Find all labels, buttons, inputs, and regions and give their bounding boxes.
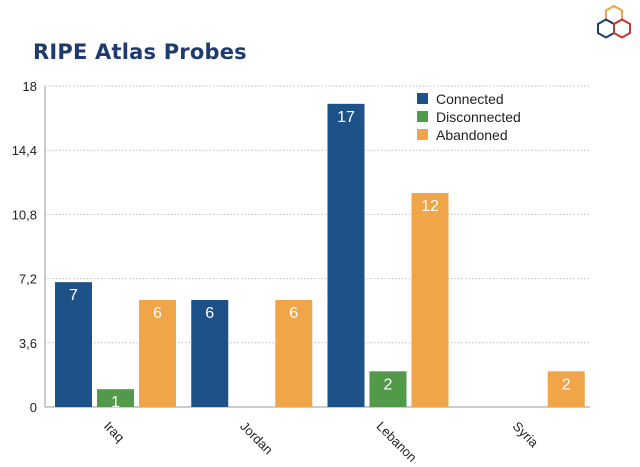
y-tick-label: 18 bbox=[23, 79, 37, 94]
bar-connected-lebanon bbox=[327, 103, 365, 407]
data-label: 12 bbox=[421, 198, 439, 215]
legend-label: Connected bbox=[436, 91, 504, 107]
data-label: 0 bbox=[520, 391, 529, 408]
data-label: 6 bbox=[289, 305, 298, 322]
bar-abandoned-jordan bbox=[275, 300, 313, 407]
data-label: 7 bbox=[69, 287, 78, 304]
data-label: 2 bbox=[562, 376, 571, 393]
y-tick-label: 10,8 bbox=[12, 207, 37, 222]
bar-connected-jordan bbox=[191, 300, 229, 407]
bar-disconnected-iraq bbox=[97, 389, 134, 407]
x-category-label: Syria bbox=[510, 419, 542, 451]
data-label: 6 bbox=[153, 305, 162, 322]
y-axis-ticks: 0 3,6 7,2 10,8 14,4 18 bbox=[12, 79, 37, 415]
y-tick-label: 3,6 bbox=[19, 336, 37, 351]
data-label: 0 bbox=[478, 391, 487, 408]
y-tick-label: 7,2 bbox=[19, 272, 37, 287]
y-tick-label: 0 bbox=[30, 400, 37, 415]
ripe-ncc-logo bbox=[597, 4, 631, 39]
data-label: 0 bbox=[247, 391, 256, 408]
x-axis-categories: Iraq Jordan Lebanon Syria bbox=[101, 419, 542, 465]
bar-abandoned-lebanon bbox=[411, 193, 449, 407]
x-category-label: Jordan bbox=[237, 419, 276, 458]
legend-swatch bbox=[417, 111, 428, 122]
x-category-label: Iraq bbox=[101, 419, 127, 445]
bar-abandoned-iraq bbox=[139, 300, 176, 407]
legend-label: Disconnected bbox=[436, 109, 521, 125]
data-label: 17 bbox=[337, 109, 355, 126]
chart-gridlines bbox=[44, 85, 590, 408]
legend-swatch bbox=[417, 129, 428, 140]
x-category-label: Lebanon bbox=[374, 419, 420, 465]
legend-label: Abandoned bbox=[436, 127, 508, 143]
bar-abandoned-syria bbox=[547, 371, 585, 407]
chart-bars: 7 1 6 6 0 6 17 2 12 0 0 2 bbox=[55, 103, 585, 411]
bar-disconnected-lebanon bbox=[369, 371, 407, 407]
data-label: 1 bbox=[111, 394, 120, 411]
bar-connected-iraq bbox=[55, 282, 92, 407]
chart-title: RIPE Atlas Probes bbox=[33, 40, 247, 64]
legend-swatch bbox=[417, 93, 428, 104]
chart-legend: Connected Disconnected Abandoned bbox=[417, 91, 521, 143]
data-label: 2 bbox=[384, 376, 393, 393]
y-tick-label: 14,4 bbox=[12, 143, 37, 158]
data-label: 6 bbox=[205, 305, 214, 322]
